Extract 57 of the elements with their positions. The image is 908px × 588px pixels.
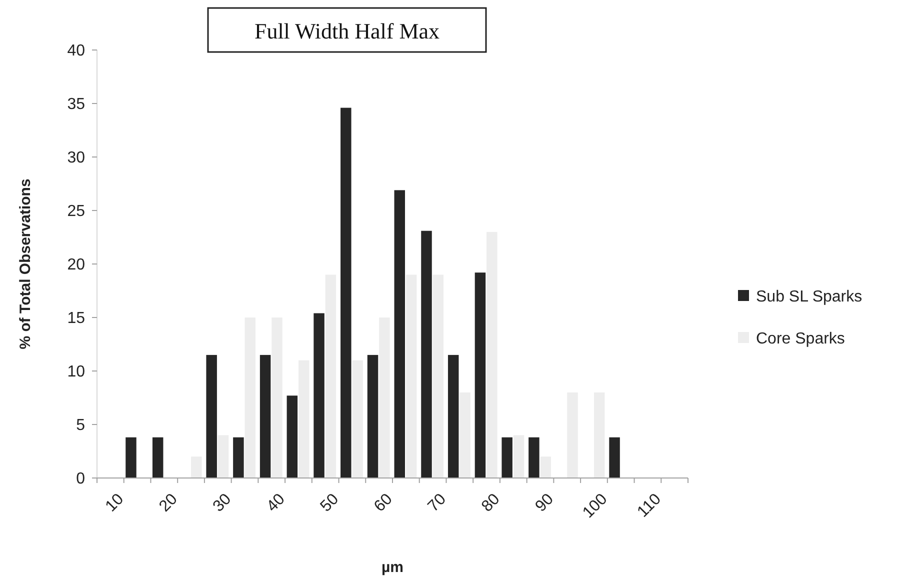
bar — [244, 318, 256, 478]
bar — [474, 272, 486, 478]
bar — [432, 274, 444, 478]
bar — [340, 108, 352, 478]
bar — [260, 354, 271, 478]
legend-label: Sub SL Sparks — [756, 288, 862, 306]
x-tick-label: 40 — [264, 490, 288, 516]
bar — [272, 318, 282, 478]
bar — [367, 354, 378, 478]
x-tick-label: 90 — [532, 490, 558, 516]
y-tick-label: 0 — [76, 470, 86, 488]
bar — [528, 437, 540, 478]
bar — [352, 360, 363, 478]
bar — [206, 354, 217, 478]
bar — [152, 437, 164, 478]
bar — [421, 230, 432, 478]
bar — [567, 392, 578, 478]
bar — [379, 318, 390, 478]
bar — [286, 396, 298, 478]
bar — [218, 435, 229, 478]
bar — [460, 392, 470, 478]
x-tick-label: 30 — [210, 490, 235, 516]
y-axis-title: % of Total Observations — [17, 178, 34, 350]
x-tick-label: 100 — [580, 490, 611, 522]
y-tick-label: 5 — [76, 417, 86, 434]
x-tick-label: 60 — [371, 490, 396, 516]
y-tick-label: 30 — [67, 150, 86, 167]
y-tick-label: 25 — [67, 203, 86, 220]
bar — [540, 456, 551, 478]
x-tick-label: 10 — [102, 490, 128, 516]
chart-title: Full Width Half Max — [254, 18, 440, 44]
x-tick-label: 50 — [317, 490, 342, 516]
bar — [325, 274, 336, 478]
bar — [394, 190, 405, 478]
bar — [406, 274, 417, 478]
bar — [609, 437, 620, 478]
bar — [314, 313, 324, 478]
bar — [233, 437, 244, 478]
x-tick-label: 110 — [634, 490, 665, 521]
y-tick-label: 40 — [67, 42, 86, 60]
bar — [486, 232, 498, 478]
bar — [448, 354, 459, 478]
x-tick-label: 20 — [156, 490, 181, 516]
x-axis-title: µm — [382, 559, 404, 576]
bar — [126, 437, 136, 478]
y-tick-label: 15 — [67, 310, 86, 328]
y-tick-label: 20 — [67, 256, 86, 274]
y-tick-label: 35 — [67, 96, 86, 114]
bar — [594, 392, 605, 478]
bar — [513, 435, 524, 478]
y-tick-label: 10 — [67, 364, 86, 381]
x-tick-label: 70 — [424, 490, 450, 516]
legend-label: Core Sparks — [756, 330, 845, 348]
bar — [502, 437, 512, 478]
bar — [298, 360, 310, 478]
x-tick-label: 80 — [478, 490, 504, 516]
bar — [191, 456, 202, 478]
